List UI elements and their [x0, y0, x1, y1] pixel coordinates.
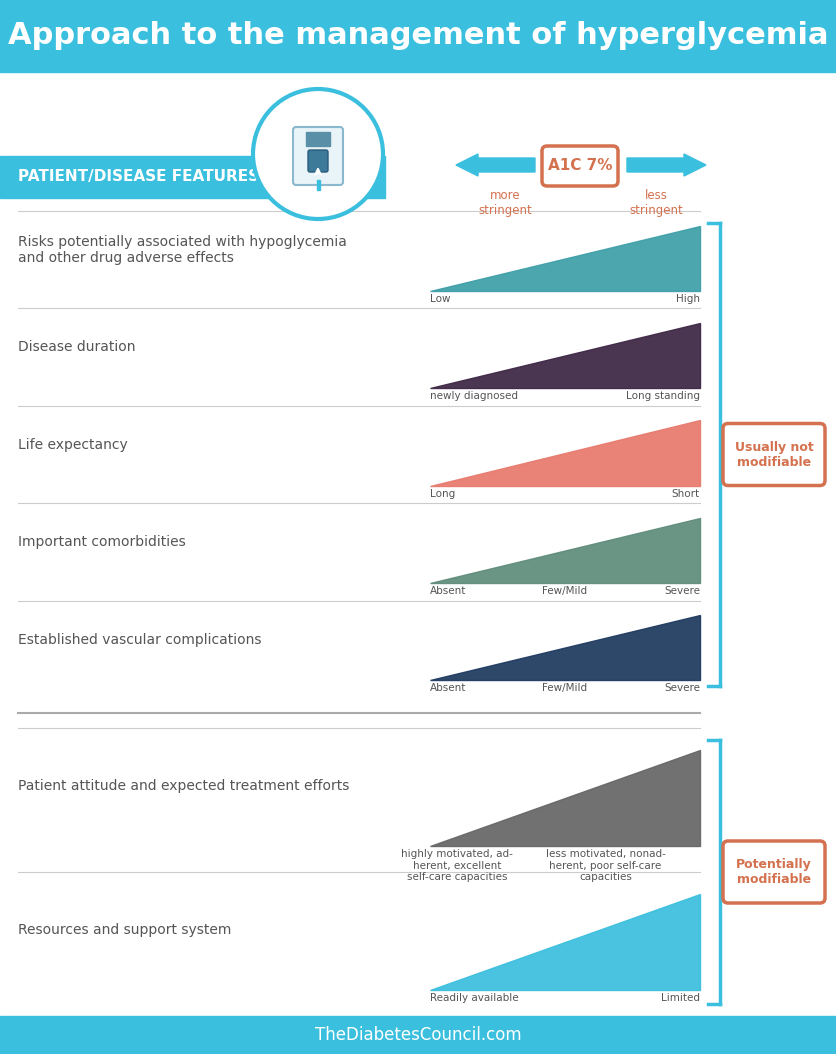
- FancyBboxPatch shape: [723, 841, 825, 903]
- FancyBboxPatch shape: [293, 126, 343, 186]
- FancyBboxPatch shape: [308, 150, 328, 172]
- Text: Disease duration: Disease duration: [18, 340, 135, 354]
- Text: Patient attitude and expected treatment efforts: Patient attitude and expected treatment …: [18, 779, 349, 793]
- Bar: [0, 0, 836, 72]
- Polygon shape: [430, 226, 700, 291]
- Text: TheDiabetesCouncil.com: TheDiabetesCouncil.com: [314, 1026, 522, 1045]
- Text: Potentially
modifiable: Potentially modifiable: [737, 858, 812, 886]
- FancyArrow shape: [627, 154, 706, 176]
- Text: Few/Mild: Few/Mild: [543, 586, 588, 597]
- Text: Usually not
modifiable: Usually not modifiable: [735, 441, 813, 468]
- Text: Readily available: Readily available: [430, 993, 518, 1003]
- Bar: [306, 132, 330, 147]
- Text: Long: Long: [430, 489, 456, 499]
- Polygon shape: [430, 749, 700, 846]
- Text: Absent: Absent: [430, 683, 466, 694]
- Text: Severe: Severe: [664, 586, 700, 597]
- Text: Severe: Severe: [664, 683, 700, 694]
- Polygon shape: [430, 323, 700, 388]
- Text: Life expectancy: Life expectancy: [18, 437, 128, 452]
- Text: Established vascular complications: Established vascular complications: [18, 632, 262, 646]
- FancyBboxPatch shape: [542, 147, 618, 186]
- Bar: [0, 1016, 836, 1054]
- Text: Few/Mild: Few/Mild: [543, 683, 588, 694]
- Polygon shape: [430, 421, 700, 486]
- Text: less
stringent: less stringent: [630, 189, 683, 217]
- Text: High: High: [676, 294, 700, 304]
- Text: Long standing: Long standing: [626, 391, 700, 402]
- FancyBboxPatch shape: [723, 424, 825, 486]
- FancyArrow shape: [456, 154, 535, 176]
- Bar: [317, 180, 319, 190]
- Text: less motivated, nonad-
herent, poor self-care
capacities: less motivated, nonad- herent, poor self…: [546, 850, 665, 882]
- Text: A1C 7%: A1C 7%: [548, 158, 612, 174]
- Circle shape: [253, 89, 383, 219]
- Text: more
stringent: more stringent: [478, 189, 532, 217]
- Polygon shape: [430, 894, 700, 990]
- Text: Risks potentially associated with hypoglycemia
and other drug adverse effects: Risks potentially associated with hypogl…: [18, 235, 347, 265]
- Text: Limited: Limited: [661, 993, 700, 1003]
- Text: Important comorbidities: Important comorbidities: [18, 535, 186, 549]
- Bar: [0, 156, 385, 198]
- Text: Short: Short: [672, 489, 700, 499]
- Text: Absent: Absent: [430, 586, 466, 597]
- Text: highly motivated, ad-
herent, excellent
self-care capacities: highly motivated, ad- herent, excellent …: [401, 850, 513, 882]
- Text: Approach to the management of hyperglycemia: Approach to the management of hyperglyce…: [8, 21, 828, 51]
- Polygon shape: [430, 616, 700, 681]
- Polygon shape: [430, 518, 700, 583]
- Text: PATIENT/DISEASE FEATURES: PATIENT/DISEASE FEATURES: [18, 170, 259, 184]
- Text: newly diagnosed: newly diagnosed: [430, 391, 518, 402]
- Text: Resources and support system: Resources and support system: [18, 922, 232, 937]
- Text: Low: Low: [430, 294, 451, 304]
